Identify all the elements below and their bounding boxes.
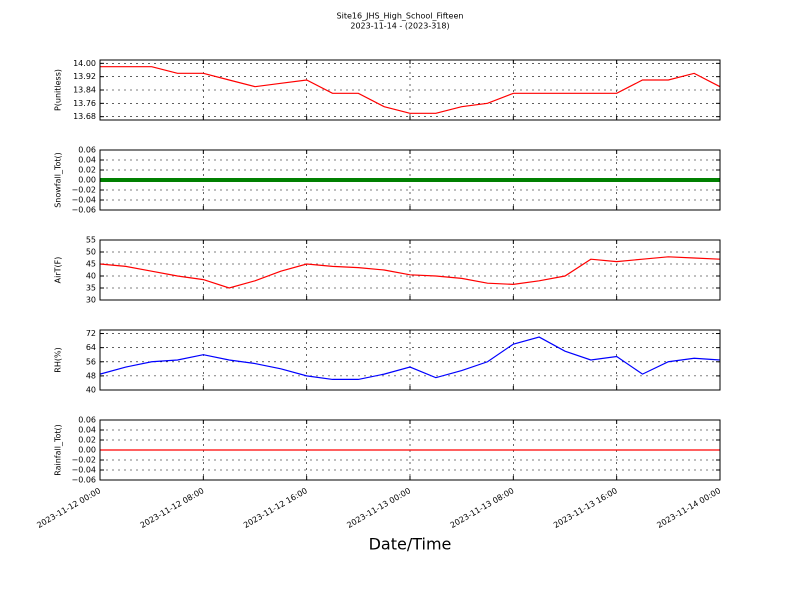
y-tick-label: 35 bbox=[86, 284, 96, 293]
y-tick-label: 40 bbox=[86, 386, 96, 395]
y-tick-label: 0.06 bbox=[78, 416, 96, 425]
chart-title: Site16_JHS_High_School_Fifteen bbox=[337, 12, 464, 21]
chart-subtitle: 2023-11-14 - (2023-318) bbox=[350, 22, 449, 31]
y-tick-label: 0.00 bbox=[78, 446, 96, 455]
y-tick-label: 30 bbox=[86, 296, 96, 305]
y-tick-label: 50 bbox=[86, 248, 96, 257]
y-tick-label: 0.02 bbox=[78, 166, 96, 175]
y-tick-label: −0.06 bbox=[71, 206, 96, 215]
y-tick-label: 14.00 bbox=[73, 59, 96, 68]
y-tick-label: 13.68 bbox=[73, 112, 96, 121]
y-tick-label: 72 bbox=[86, 329, 96, 338]
y-tick-label: 55 bbox=[86, 236, 96, 245]
y-tick-label: 0.04 bbox=[78, 426, 96, 435]
y-tick-label: 40 bbox=[86, 272, 96, 281]
y-tick-label: 48 bbox=[86, 371, 96, 380]
y-axis-label: Snowfall_Tot() bbox=[54, 152, 63, 208]
y-tick-label: −0.02 bbox=[71, 456, 96, 465]
y-tick-label: −0.04 bbox=[71, 466, 96, 475]
plot-frame bbox=[99, 329, 721, 391]
data-line bbox=[99, 256, 721, 289]
y-tick-label: 13.92 bbox=[73, 72, 96, 81]
plot-frame bbox=[99, 239, 721, 301]
y-tick-label: 0.06 bbox=[78, 146, 96, 155]
y-tick-label: 45 bbox=[86, 260, 96, 269]
y-axis-label: RH(%) bbox=[54, 347, 63, 372]
x-axis-label: Date/Time bbox=[369, 535, 452, 554]
plot-frame bbox=[99, 149, 721, 211]
y-tick-label: 0.04 bbox=[78, 156, 96, 165]
y-tick-label: −0.02 bbox=[71, 186, 96, 195]
y-tick-label: 0.02 bbox=[78, 436, 96, 445]
plot-frame bbox=[99, 419, 721, 481]
y-tick-label: 64 bbox=[86, 343, 96, 352]
y-tick-label: −0.06 bbox=[71, 476, 96, 485]
y-tick-label: 56 bbox=[86, 357, 96, 366]
data-line bbox=[100, 66, 721, 114]
y-tick-label: 0.00 bbox=[78, 176, 96, 185]
y-axis-label: AirT(F) bbox=[54, 257, 63, 284]
y-axis-label: P(unitless) bbox=[54, 69, 63, 111]
y-axis-label: Rainfall_Tot() bbox=[54, 424, 63, 476]
y-tick-label: −0.04 bbox=[71, 196, 96, 205]
y-tick-label: 13.84 bbox=[73, 86, 96, 95]
data-line bbox=[99, 336, 721, 381]
plot-frame bbox=[99, 59, 721, 121]
y-tick-label: 13.76 bbox=[73, 99, 96, 108]
